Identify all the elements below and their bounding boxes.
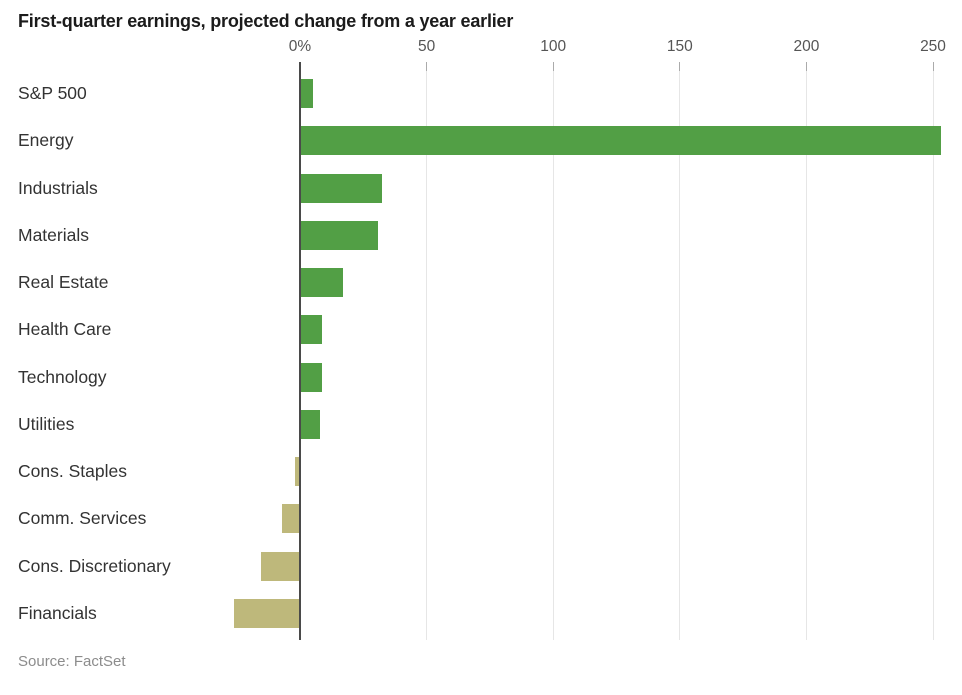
category-row: Cons. Discretionary [0,543,962,590]
category-label: Cons. Staples [18,461,127,482]
category-row: Industrials [0,165,962,212]
category-row: Health Care [0,306,962,353]
gridline [805,62,807,640]
category-row: Materials [0,212,962,259]
value-bar [282,504,299,534]
axis-tick-mark [679,62,681,71]
category-label: Materials [18,224,89,245]
category-label: S&P 500 [18,83,87,104]
category-row: S&P 500 [0,70,962,117]
value-bar [295,457,299,487]
category-label: Cons. Discretionary [18,555,171,576]
category-row: Energy [0,117,962,164]
gridline [932,62,934,640]
plot-area: 0% 50 100 150 200 250 S&P 500 Energy Industrials… [0,38,962,640]
value-bar [301,315,323,345]
axis-tick-mark [805,62,807,71]
category-label: Comm. Services [18,508,147,529]
value-bar [233,598,299,628]
category-label: Health Care [18,319,112,340]
source-note: Source: FactSet [18,653,126,670]
gridline [679,62,681,640]
value-bar [301,173,382,203]
value-bar [260,551,299,581]
category-label: Energy [18,130,74,151]
axis-tick-mark [552,62,554,71]
category-row: Real Estate [0,259,962,306]
zero-axis-line [299,62,301,640]
axis-tick-label: 0% [288,38,312,55]
value-bar [301,409,321,439]
category-label: Financials [18,602,97,623]
category-label: Utilities [18,413,75,434]
axis-tick-label: 200 [793,38,820,55]
axis-tick-label: 150 [666,38,693,55]
value-bar [301,126,941,156]
value-bar [301,268,344,298]
axis-tick-mark [932,62,934,71]
chart-title: First-quarter earnings, projected change… [18,11,514,31]
gridline [552,62,554,640]
axis-tick-mark [426,62,428,71]
category-label: Technology [18,366,107,387]
axis-tick-label: 100 [540,38,567,55]
category-label: Industrials [18,177,98,198]
category-row: Comm. Services [0,495,962,542]
category-row: Utilities [0,401,962,448]
category-row: Technology [0,354,962,401]
category-label: Real Estate [18,272,109,293]
value-bar [301,220,379,250]
category-row: Financials [0,590,962,637]
gridline [426,62,428,640]
axis-tick-label: 250 [920,38,946,55]
value-bar [301,79,313,109]
axis-tick-label: 50 [417,38,436,55]
category-row: Cons. Staples [0,448,962,495]
value-bar [301,362,322,392]
